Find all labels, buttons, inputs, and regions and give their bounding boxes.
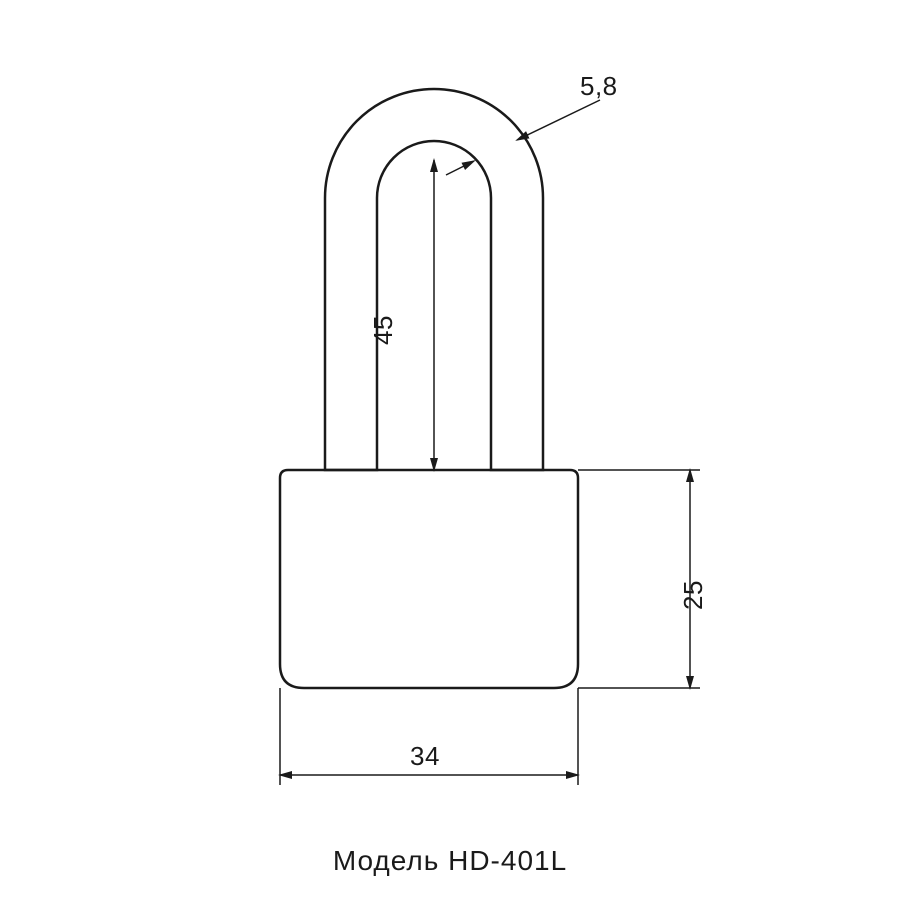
dim-leader-thickness-inner (446, 161, 474, 175)
drawing-title: Модель HD-401L (333, 845, 567, 876)
padlock-body (280, 470, 578, 688)
dim-label-body-height: 25 (678, 580, 708, 610)
dim-label-body-width: 34 (410, 741, 440, 771)
dim-label-thickness: 5,8 (580, 71, 618, 101)
dim-label-shackle-height: 45 (368, 315, 398, 345)
dim-leader-thickness-outer (517, 100, 600, 140)
